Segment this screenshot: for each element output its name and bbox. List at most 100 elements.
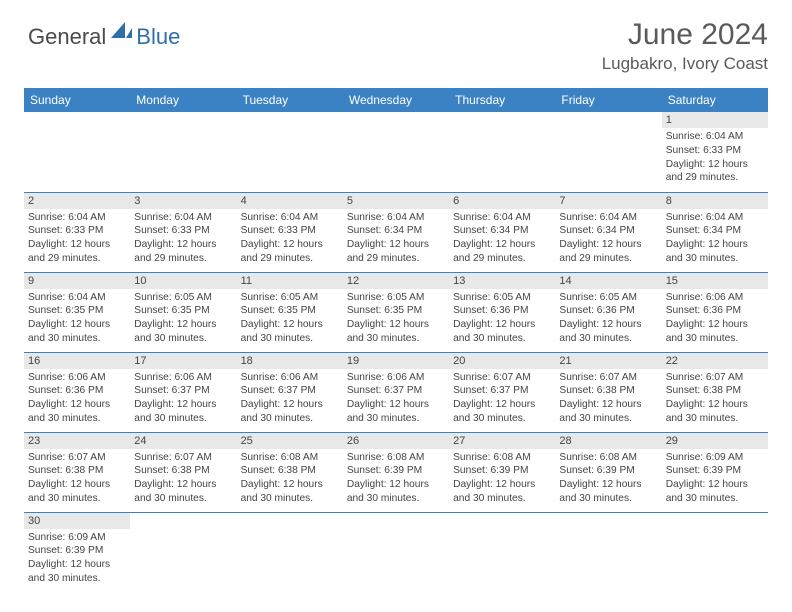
day-details: Sunrise: 6:06 AMSunset: 6:36 PMDaylight:… [24,369,130,430]
day-number: 19 [343,353,449,369]
weekday-header: Friday [555,88,661,112]
day-number: 16 [24,353,130,369]
day-number: 1 [662,112,768,128]
day-cell: 14Sunrise: 6:05 AMSunset: 6:36 PMDayligh… [555,272,661,352]
day-cell: 3Sunrise: 6:04 AMSunset: 6:33 PMDaylight… [130,192,236,272]
day-number: 15 [662,273,768,289]
day-cell [662,512,768,592]
day-number: 26 [343,433,449,449]
day-cell: 27Sunrise: 6:08 AMSunset: 6:39 PMDayligh… [449,432,555,512]
day-number: 5 [343,193,449,209]
day-details: Sunrise: 6:06 AMSunset: 6:37 PMDaylight:… [237,369,343,430]
title-block: June 2024 Lugbakro, Ivory Coast [602,18,768,74]
day-details: Sunrise: 6:07 AMSunset: 6:38 PMDaylight:… [130,449,236,510]
day-number: 9 [24,273,130,289]
day-cell: 10Sunrise: 6:05 AMSunset: 6:35 PMDayligh… [130,272,236,352]
week-row: 30Sunrise: 6:09 AMSunset: 6:39 PMDayligh… [24,512,768,592]
day-cell: 7Sunrise: 6:04 AMSunset: 6:34 PMDaylight… [555,192,661,272]
day-number: 22 [662,353,768,369]
day-number: 23 [24,433,130,449]
day-number: 18 [237,353,343,369]
day-cell: 6Sunrise: 6:04 AMSunset: 6:34 PMDaylight… [449,192,555,272]
day-details: Sunrise: 6:06 AMSunset: 6:37 PMDaylight:… [343,369,449,430]
day-details: Sunrise: 6:05 AMSunset: 6:35 PMDaylight:… [237,289,343,350]
weekday-header: Wednesday [343,88,449,112]
day-details: Sunrise: 6:07 AMSunset: 6:38 PMDaylight:… [24,449,130,510]
day-details: Sunrise: 6:04 AMSunset: 6:35 PMDaylight:… [24,289,130,350]
brand-text-2: Blue [136,24,180,50]
day-details: Sunrise: 6:04 AMSunset: 6:34 PMDaylight:… [343,209,449,270]
day-number: 12 [343,273,449,289]
day-details: Sunrise: 6:05 AMSunset: 6:36 PMDaylight:… [555,289,661,350]
day-cell: 20Sunrise: 6:07 AMSunset: 6:37 PMDayligh… [449,352,555,432]
week-row: 2Sunrise: 6:04 AMSunset: 6:33 PMDaylight… [24,192,768,272]
brand-text-1: General [28,24,106,50]
day-cell: 12Sunrise: 6:05 AMSunset: 6:35 PMDayligh… [343,272,449,352]
brand-logo: General Blue [28,24,180,50]
day-number: 17 [130,353,236,369]
calendar-table: SundayMondayTuesdayWednesdayThursdayFrid… [24,88,768,592]
day-details: Sunrise: 6:07 AMSunset: 6:38 PMDaylight:… [555,369,661,430]
day-cell [449,112,555,192]
day-cell: 16Sunrise: 6:06 AMSunset: 6:36 PMDayligh… [24,352,130,432]
day-cell [555,512,661,592]
day-details: Sunrise: 6:04 AMSunset: 6:33 PMDaylight:… [130,209,236,270]
header: General Blue June 2024 Lugbakro, Ivory C… [0,0,792,82]
day-cell [237,512,343,592]
day-cell: 17Sunrise: 6:06 AMSunset: 6:37 PMDayligh… [130,352,236,432]
weekday-header: Saturday [662,88,768,112]
day-details: Sunrise: 6:05 AMSunset: 6:35 PMDaylight:… [343,289,449,350]
week-row: 23Sunrise: 6:07 AMSunset: 6:38 PMDayligh… [24,432,768,512]
day-cell: 18Sunrise: 6:06 AMSunset: 6:37 PMDayligh… [237,352,343,432]
day-details: Sunrise: 6:08 AMSunset: 6:38 PMDaylight:… [237,449,343,510]
day-number: 8 [662,193,768,209]
day-number: 3 [130,193,236,209]
day-cell [130,112,236,192]
day-details: Sunrise: 6:08 AMSunset: 6:39 PMDaylight:… [343,449,449,510]
week-row: 9Sunrise: 6:04 AMSunset: 6:35 PMDaylight… [24,272,768,352]
day-cell: 25Sunrise: 6:08 AMSunset: 6:38 PMDayligh… [237,432,343,512]
weekday-header: Thursday [449,88,555,112]
day-cell: 15Sunrise: 6:06 AMSunset: 6:36 PMDayligh… [662,272,768,352]
day-number: 6 [449,193,555,209]
day-number: 10 [130,273,236,289]
day-cell [343,512,449,592]
day-number: 27 [449,433,555,449]
day-cell: 22Sunrise: 6:07 AMSunset: 6:38 PMDayligh… [662,352,768,432]
day-cell: 30Sunrise: 6:09 AMSunset: 6:39 PMDayligh… [24,512,130,592]
calendar-body: 1 Sunrise: 6:04 AMSunset: 6:33 PMDaylight… [24,112,768,592]
week-row: 16Sunrise: 6:06 AMSunset: 6:36 PMDayligh… [24,352,768,432]
day-cell: 23Sunrise: 6:07 AMSunset: 6:38 PMDayligh… [24,432,130,512]
day-number: 24 [130,433,236,449]
day-number: 20 [449,353,555,369]
day-number: 28 [555,433,661,449]
day-details: Sunrise: 6:04 AMSunset: 6:34 PMDaylight:… [449,209,555,270]
day-details: Sunrise: 6:04 AMSunset: 6:34 PMDaylight:… [555,209,661,270]
weekday-header: Sunday [24,88,130,112]
weekday-header: Tuesday [237,88,343,112]
weekday-header-row: SundayMondayTuesdayWednesdayThursdayFrid… [24,88,768,112]
day-cell [343,112,449,192]
day-cell: 26Sunrise: 6:08 AMSunset: 6:39 PMDayligh… [343,432,449,512]
day-details: Sunrise: 6:04 AMSunset: 6:33 PMDaylight:… [237,209,343,270]
day-cell [449,512,555,592]
day-number: 13 [449,273,555,289]
brand-sail-icon [111,20,133,45]
day-details: Sunrise: 6:09 AMSunset: 6:39 PMDaylight:… [24,529,130,590]
day-number: 30 [24,513,130,529]
day-cell [555,112,661,192]
day-details: Sunrise: 6:06 AMSunset: 6:37 PMDaylight:… [130,369,236,430]
day-cell: 2Sunrise: 6:04 AMSunset: 6:33 PMDaylight… [24,192,130,272]
day-number: 7 [555,193,661,209]
day-number: 21 [555,353,661,369]
day-details: Sunrise: 6:04 AMSunset: 6:33 PMDaylight:… [24,209,130,270]
day-details: Sunrise: 6:05 AMSunset: 6:35 PMDaylight:… [130,289,236,350]
day-cell: 8Sunrise: 6:04 AMSunset: 6:34 PMDaylight… [662,192,768,272]
day-cell: 5Sunrise: 6:04 AMSunset: 6:34 PMDaylight… [343,192,449,272]
week-row: 1Sunrise: 6:04 AMSunset: 6:33 PMDaylight… [24,112,768,192]
day-number: 4 [237,193,343,209]
day-number: 14 [555,273,661,289]
day-details: Sunrise: 6:07 AMSunset: 6:37 PMDaylight:… [449,369,555,430]
day-cell: 4Sunrise: 6:04 AMSunset: 6:33 PMDaylight… [237,192,343,272]
day-details: Sunrise: 6:08 AMSunset: 6:39 PMDaylight:… [449,449,555,510]
